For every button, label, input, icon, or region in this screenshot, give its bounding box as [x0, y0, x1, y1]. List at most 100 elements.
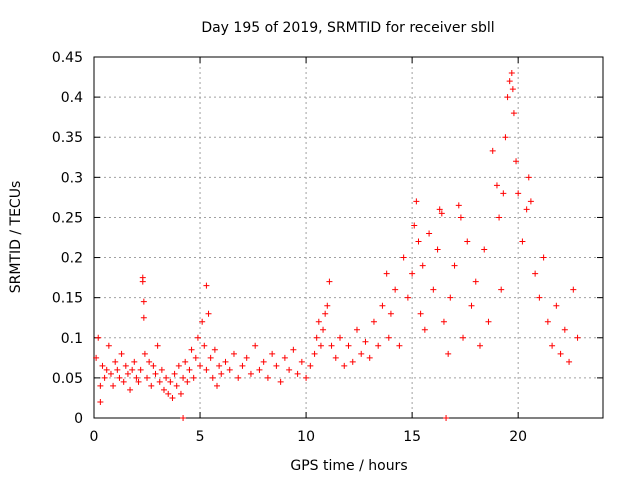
data-point [177, 390, 184, 397]
data-point [97, 382, 104, 389]
data-point [112, 358, 119, 365]
data-point [197, 362, 204, 369]
y-tick-label: 0.45 [52, 50, 83, 66]
plot-frame [93, 56, 604, 419]
data-point [190, 374, 197, 381]
data-point [328, 342, 335, 349]
data-point [468, 302, 475, 309]
axes: 0 0.05 0.1 0.15 0.2 0.25 0.3 0.35 0.4 0.45 0 5 10 15 2… [52, 50, 604, 445]
data-point [574, 334, 581, 341]
data-point [358, 350, 365, 357]
data-point [101, 374, 108, 381]
data-point [203, 366, 210, 373]
data-point [107, 370, 114, 377]
data-point [194, 334, 201, 341]
data-point [415, 238, 422, 245]
data-point [313, 334, 320, 341]
data-point [370, 318, 377, 325]
data-point [366, 354, 373, 361]
data-point [239, 362, 246, 369]
data-point [116, 374, 123, 381]
data-point [417, 310, 424, 317]
data-point [457, 214, 464, 221]
data-point [419, 262, 426, 269]
data-point [500, 190, 507, 197]
data-point [218, 370, 225, 377]
data-point [260, 358, 267, 365]
data-point [222, 358, 229, 365]
x-tick-label: 5 [196, 429, 205, 445]
data-point [171, 370, 178, 377]
data-point [150, 362, 157, 369]
labels: Day 195 of 2019, SRMTID for receiver sbl… [8, 20, 495, 474]
data-point [97, 398, 104, 405]
data-point [510, 110, 517, 117]
data-point [211, 346, 218, 353]
data-point [557, 350, 564, 357]
gridlines [94, 57, 603, 418]
data-point [114, 366, 121, 373]
data-point [430, 286, 437, 293]
data-point [489, 147, 496, 154]
data-point [447, 294, 454, 301]
data-point [504, 94, 511, 101]
data-point [226, 366, 233, 373]
data-point [440, 318, 447, 325]
data-point [122, 362, 129, 369]
data-point [527, 198, 534, 205]
data-point [349, 358, 356, 365]
data-point [93, 354, 100, 361]
data-point [124, 370, 131, 377]
data-point [317, 342, 324, 349]
data-point [460, 334, 467, 341]
data-point [409, 270, 416, 277]
data-point [290, 346, 297, 353]
data-point [443, 415, 450, 421]
y-tick-label: 0.05 [52, 371, 83, 387]
data-point [404, 294, 411, 301]
data-point [332, 354, 339, 361]
data-point [421, 326, 428, 333]
data-point [205, 310, 212, 317]
data-point [163, 374, 170, 381]
data-point [445, 350, 452, 357]
data-point [286, 366, 293, 373]
data-point [216, 362, 223, 369]
data-point [298, 358, 305, 365]
data-point [281, 354, 288, 361]
data-point [169, 394, 176, 401]
data-point [476, 342, 483, 349]
data-point [146, 358, 153, 365]
data-point [182, 358, 189, 365]
data-point [561, 326, 568, 333]
data-point [451, 262, 458, 269]
data-point [387, 310, 394, 317]
data-point [322, 310, 329, 317]
data-point [203, 282, 210, 289]
x-axis-label: GPS time / hours [290, 458, 407, 474]
data-point [269, 350, 276, 357]
data-point [273, 362, 280, 369]
data-point [135, 378, 142, 385]
data-point [307, 362, 314, 369]
y-axis-label: SRMTID / TECUs [8, 181, 24, 294]
data-point [129, 366, 136, 373]
data-point [192, 354, 199, 361]
data-point [110, 382, 117, 389]
data-point [536, 294, 543, 301]
data-point [99, 362, 106, 369]
data-point [188, 346, 195, 353]
data-point [455, 202, 462, 209]
data-point [509, 86, 516, 93]
data-point [506, 78, 513, 85]
data-point [341, 362, 348, 369]
y-tick-label: 0.3 [61, 170, 83, 186]
y-tick-label: 0.25 [52, 210, 83, 226]
data-point [180, 415, 187, 421]
data-point [324, 302, 331, 309]
data-point [392, 286, 399, 293]
data-point [525, 174, 532, 181]
data-point [105, 342, 112, 349]
data-point [549, 342, 556, 349]
data-point [144, 374, 151, 381]
